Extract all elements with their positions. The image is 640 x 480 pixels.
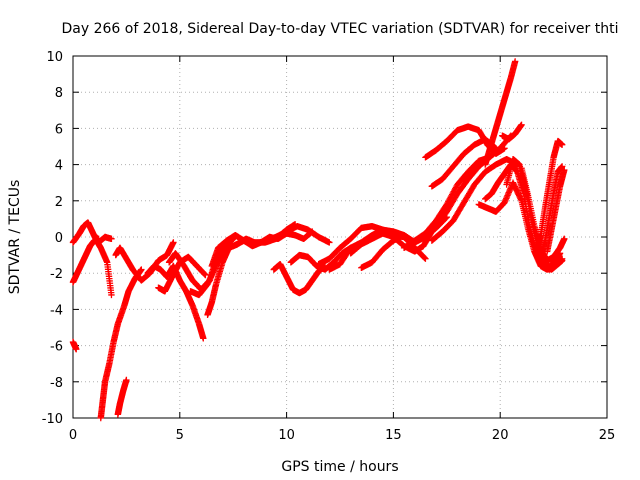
y-tick-label: 6 [55, 122, 63, 137]
data-point [518, 121, 525, 128]
data-point [202, 271, 209, 279]
y-tick-label: 10 [46, 50, 63, 65]
y-tick-label: -4 [50, 303, 63, 318]
data-point [492, 145, 500, 152]
series-track-06 [114, 376, 130, 418]
data-point [326, 239, 333, 246]
series-track-27 [475, 179, 564, 273]
series-track-05 [97, 266, 145, 422]
data-point [108, 235, 115, 243]
y-tick-label: -2 [50, 267, 63, 282]
data-point [73, 346, 80, 353]
y-tick-label: -8 [50, 376, 63, 391]
y-tick-label: 4 [55, 159, 63, 174]
data-point [422, 255, 429, 262]
x-tick-label: 15 [385, 428, 402, 443]
series-track-09 [155, 253, 209, 295]
y-tick-label: 8 [55, 86, 63, 101]
data-marks [69, 58, 568, 422]
y-axis-label: SDTVAR / TECUs [7, 180, 23, 295]
y-tick-label: 0 [55, 231, 63, 246]
data-point [558, 163, 566, 170]
data-point [501, 145, 508, 152]
x-tick-label: 10 [278, 428, 295, 443]
series-track-04 [69, 338, 80, 353]
y-tick-label: 2 [55, 195, 63, 210]
axis-ticks: 0 5 10 15 20 25 -10 -8 -6 -4 -2 0 2 4 6 8 10 [42, 50, 616, 443]
y-tick-label: -6 [50, 340, 63, 355]
series-track-14 [230, 222, 333, 250]
x-tick-label: 25 [599, 428, 616, 443]
data-point [558, 141, 566, 148]
data-point [138, 266, 145, 273]
data-point [170, 239, 177, 246]
chart-title: Day 266 of 2018, Sidereal Day-to-day VTE… [62, 21, 619, 37]
data-point [558, 257, 566, 264]
data-point [421, 254, 428, 262]
x-tick-label: 5 [176, 428, 184, 443]
x-axis-label: GPS time / hours [281, 459, 398, 475]
series-track-23 [428, 155, 521, 244]
series-track-24 [422, 123, 508, 161]
data-point [108, 291, 115, 299]
series-track-01 [69, 219, 115, 299]
y-tick-label: -10 [42, 412, 63, 427]
x-tick-label: 0 [69, 428, 77, 443]
x-tick-label: 20 [492, 428, 509, 443]
grid [73, 56, 607, 418]
data-point [561, 235, 568, 243]
series-track-34 [499, 121, 525, 143]
data-point [200, 335, 207, 342]
series-track-33 [543, 166, 568, 255]
data-point [123, 376, 130, 384]
data-point [511, 58, 519, 65]
data-point [561, 166, 568, 174]
series-track-28 [482, 58, 519, 168]
series-track-03 [91, 231, 115, 246]
